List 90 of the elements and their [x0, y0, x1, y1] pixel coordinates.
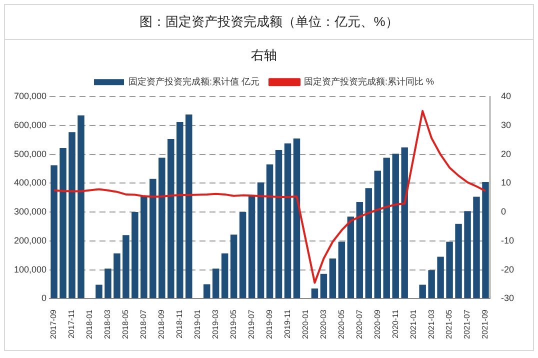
bar	[284, 143, 292, 298]
x-tick-label: 2021-05	[444, 309, 454, 339]
bar	[68, 132, 76, 298]
bar	[150, 178, 156, 298]
y-tick-label: 300,000	[14, 206, 47, 217]
bar	[401, 147, 408, 298]
x-tick-label: 2021-01	[408, 309, 418, 339]
bar	[257, 182, 264, 298]
legend-label: 固定资产投资完成额:累计同比 %	[304, 76, 434, 87]
x-tick-label: 2017-09	[49, 309, 58, 339]
x-tick-label: 2020-09	[372, 309, 382, 339]
y2-tick-label: 30	[500, 120, 512, 130]
bar	[140, 196, 148, 298]
bar	[230, 234, 238, 298]
bar	[347, 216, 354, 298]
bar	[392, 154, 399, 298]
x-tick-label: 2017-11	[67, 309, 76, 338]
legend-label: 固定资产投资完成额:累计值 亿元	[128, 76, 260, 87]
x-tick-label: 2018-03	[103, 309, 112, 339]
y2-tick-label: -20	[500, 264, 514, 274]
bar	[78, 115, 84, 298]
y-tick-label: 700,000	[14, 91, 47, 102]
bar	[464, 211, 471, 298]
x-tick-label: 2021-07	[462, 309, 472, 339]
bar	[455, 224, 462, 298]
bar	[60, 148, 66, 298]
bar	[482, 182, 489, 298]
y2-tick-label: 40	[500, 91, 512, 102]
y-tick-label: 600,000	[14, 120, 47, 130]
bar	[96, 284, 102, 298]
bar	[176, 122, 184, 298]
bar	[104, 268, 112, 298]
bar	[293, 138, 300, 298]
x-tick-label: 2018-01	[85, 309, 94, 339]
bar	[266, 164, 274, 298]
x-tick-label: 2020-05	[336, 309, 346, 339]
bar	[221, 253, 228, 298]
x-tick-label: 2018-09	[157, 309, 166, 339]
y2-tick-label: 10	[500, 178, 512, 188]
x-tick-label: 2020-07	[354, 309, 364, 339]
y2-tick-label: 20	[500, 148, 512, 159]
x-tick-label: 2018-07	[139, 309, 148, 339]
bar	[158, 158, 166, 298]
bar	[203, 284, 210, 298]
bar	[275, 150, 282, 298]
x-tick-label: 2021-03	[426, 309, 436, 339]
x-tick-label: 2019-03	[211, 309, 220, 339]
bar	[329, 258, 336, 298]
y-tick-label: 400,000	[14, 178, 47, 188]
bar	[473, 196, 480, 298]
bar	[356, 202, 364, 298]
x-tick-label: 2018-05	[121, 309, 130, 339]
y-tick-label: 100,000	[14, 264, 47, 274]
bar	[132, 212, 138, 298]
x-tick-label: 2019-09	[264, 309, 274, 339]
y2-tick-label: -30	[500, 293, 514, 304]
y2-tick-label: 0	[500, 206, 506, 217]
x-tick-label: 2018-11	[175, 309, 184, 338]
bar	[311, 288, 318, 298]
x-tick-label: 2019-07	[246, 309, 256, 339]
x-tick-label: 2019-11	[282, 309, 292, 338]
bar	[419, 284, 426, 298]
bar	[212, 268, 220, 298]
x-tick-label: 2020-01	[300, 309, 310, 339]
chart-subtitle: 右轴	[251, 47, 277, 62]
bar	[446, 242, 453, 298]
bar	[239, 212, 246, 298]
bar	[50, 165, 58, 298]
bar	[122, 235, 130, 298]
x-tick-label: 2019-01	[193, 309, 202, 339]
bar	[428, 270, 435, 298]
y-tick-label: 0	[42, 293, 47, 304]
x-tick-label: 2020-03	[318, 309, 328, 339]
chart-title: 图：固定资产投资完成额（单位：亿元、%）	[5, 5, 533, 40]
y2-tick-label: -10	[500, 235, 514, 246]
bar	[383, 158, 390, 298]
x-tick-label: 2021-09	[480, 309, 490, 339]
bar	[365, 188, 372, 298]
y-tick-label: 500,000	[14, 148, 47, 159]
bar	[374, 170, 381, 298]
x-tick-label: 2019-05	[229, 309, 238, 339]
bar	[320, 274, 328, 298]
bar	[437, 256, 444, 298]
bar	[114, 253, 120, 298]
bar	[248, 196, 256, 298]
x-tick-label: 2020-11	[390, 309, 400, 338]
bar	[185, 114, 192, 298]
bar	[338, 242, 346, 298]
y-tick-label: 200,000	[14, 235, 47, 246]
bar	[168, 139, 174, 298]
